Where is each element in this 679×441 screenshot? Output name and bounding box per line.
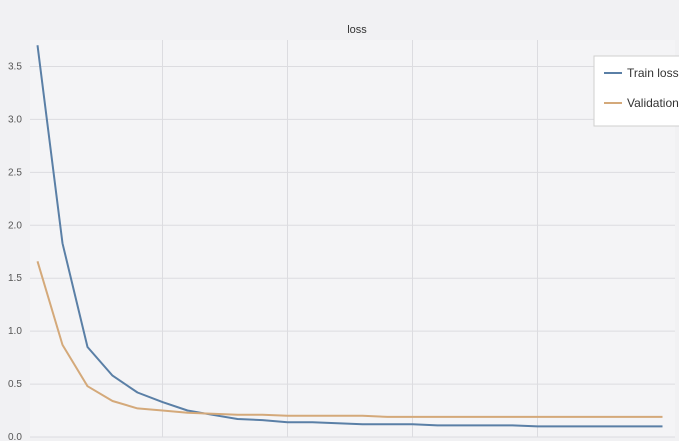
y-tick-label: 1.5 xyxy=(8,273,22,284)
validation-loss-line xyxy=(36,261,663,418)
y-tick-label: 3.5 xyxy=(8,61,22,72)
grid-lines xyxy=(30,40,675,438)
y-tick-label: 1.0 xyxy=(8,326,22,337)
y-tick-label: 2.0 xyxy=(8,220,22,231)
legend-box xyxy=(593,55,679,127)
train-loss-line xyxy=(36,45,663,428)
legend-validation-label: Validation loss xyxy=(627,96,679,110)
y-axis-ticks: 0.0 0.5 1.0 1.5 2.0 2.5 3.0 3.5 xyxy=(8,61,22,441)
y-tick-label: 0.5 xyxy=(8,379,22,390)
plot-background xyxy=(30,40,675,437)
chart-title: loss xyxy=(347,24,367,36)
legend: Train loss Validation loss xyxy=(593,55,679,127)
series-lines xyxy=(36,45,663,428)
y-tick-label: 0.0 xyxy=(8,432,22,441)
y-tick-label: 2.5 xyxy=(8,167,22,178)
y-tick-label: 3.0 xyxy=(8,114,22,125)
legend-train-label: Train loss xyxy=(627,66,679,80)
